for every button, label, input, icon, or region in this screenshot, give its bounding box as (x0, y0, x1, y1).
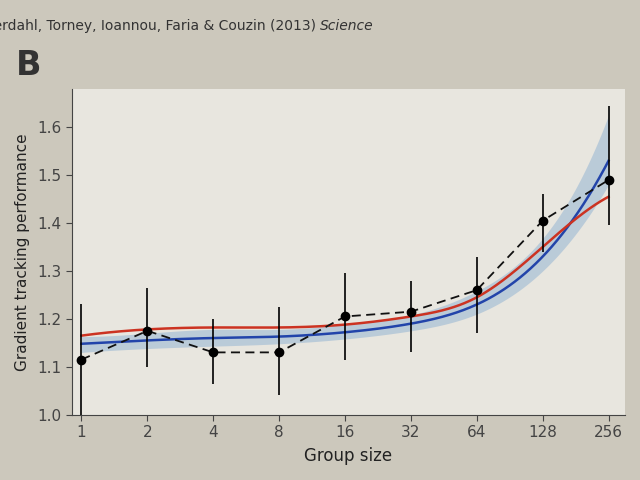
X-axis label: Group size: Group size (304, 447, 392, 465)
Text: Berdahl, Torney, Ioannou, Faria & Couzin (2013): Berdahl, Torney, Ioannou, Faria & Couzin… (0, 19, 320, 33)
Text: Science: Science (320, 19, 374, 33)
Text: B: B (16, 49, 42, 83)
Y-axis label: Gradient tracking performance: Gradient tracking performance (15, 133, 30, 371)
